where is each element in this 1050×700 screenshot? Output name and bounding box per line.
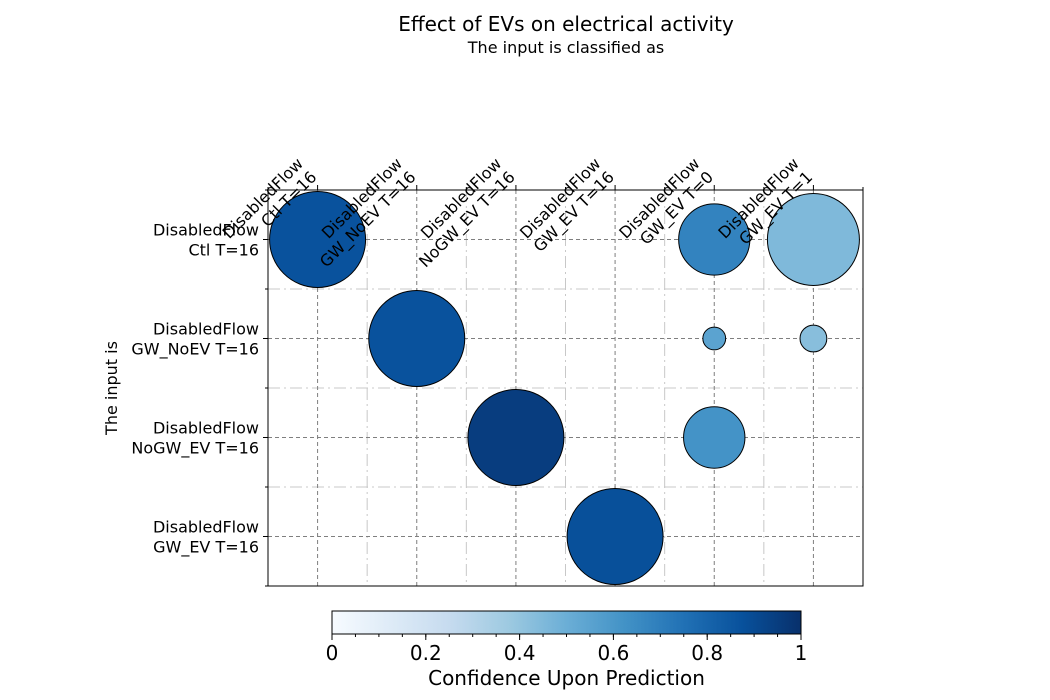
colorbar-tick-label: 0.2 bbox=[410, 641, 442, 665]
bubble bbox=[566, 488, 664, 585]
row-label-line: DisabledFlow bbox=[153, 221, 259, 240]
colorbar-tick-label: 0 bbox=[326, 641, 339, 665]
row-label-line: GW_EV T=16 bbox=[153, 538, 259, 558]
row-label-line: NoGW_EV T=16 bbox=[131, 439, 259, 459]
plot-area: DisabledFlowCtl T=16DisabledFlowGW_NoEV … bbox=[102, 154, 864, 587]
bubble bbox=[799, 324, 828, 353]
colorbar-tick-label: 0.4 bbox=[504, 641, 536, 665]
column-label: DisabledFlowNoGW_EV T=16 bbox=[402, 154, 520, 272]
bubble bbox=[766, 193, 860, 286]
chart-title: Effect of EVs on electrical activity bbox=[398, 12, 734, 36]
bubble bbox=[269, 191, 367, 288]
chart-subtitle: The input is classified as bbox=[467, 38, 664, 57]
column-label: DisabledFlowGW_EV T=16 bbox=[516, 154, 619, 257]
row-label-line: DisabledFlow bbox=[153, 419, 259, 438]
row-label-line: DisabledFlow bbox=[153, 518, 259, 537]
colorbar-gradient bbox=[331, 610, 802, 635]
row-label: DisabledFlow Ctl T=16 bbox=[153, 221, 259, 260]
colorbar: 0 0.2 0.4 0.6 0.8 1 Confidence Upon Prediction bbox=[326, 610, 808, 690]
bubble bbox=[683, 406, 746, 469]
colorbar-tick-label: 1 bbox=[795, 641, 808, 665]
colorbar-tick-label: 0.6 bbox=[597, 641, 629, 665]
row-label-line: Ctl T=16 bbox=[188, 241, 259, 260]
row-label: DisabledFlow GW_EV T=16 bbox=[153, 518, 259, 558]
row-label-line: GW_NoEV T=16 bbox=[131, 340, 259, 360]
bubble bbox=[702, 326, 727, 351]
row-label: DisabledFlow NoGW_EV T=16 bbox=[131, 419, 259, 459]
bubble bbox=[678, 203, 751, 276]
colorbar-label: Confidence Upon Prediction bbox=[428, 666, 705, 690]
row-label: DisabledFlow GW_NoEV T=16 bbox=[131, 320, 259, 360]
bubble bbox=[368, 290, 466, 387]
y-axis-label: The input is bbox=[102, 341, 121, 436]
colorbar-tick-label: 0.8 bbox=[691, 641, 723, 665]
row-label-line: DisabledFlow bbox=[153, 320, 259, 339]
bubble bbox=[467, 389, 565, 486]
